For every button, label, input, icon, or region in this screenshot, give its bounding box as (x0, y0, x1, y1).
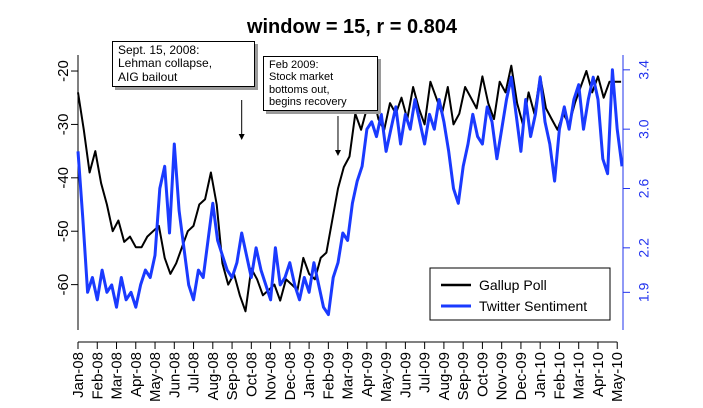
x-tick-label-15: Apr-09 (359, 352, 376, 397)
x-tick-label-0: Jan-08 (70, 352, 87, 398)
x-tick-label-8: Sep-08 (224, 352, 241, 400)
x-tick-label-9: Oct-08 (243, 352, 260, 397)
x-tick-label-21: Oct-09 (474, 352, 491, 397)
legend-label-gallup: Gallup Poll (479, 277, 547, 293)
annotation-arrows (238, 100, 341, 156)
x-tick-label-7: Aug-08 (205, 352, 222, 400)
right-tick-label-4: 3.4 (636, 60, 652, 80)
x-tick-label-10: Nov-08 (263, 352, 280, 400)
x-tick-label-13: Feb-09 (320, 352, 337, 400)
x-tick-label-3: Apr-08 (128, 352, 145, 397)
annotation-lehman: Sept. 15, 2008: Lehman collapse, AIG bai… (112, 41, 255, 88)
right-tick-label-2: 2.6 (636, 179, 652, 199)
x-tick-label-11: Dec-08 (282, 352, 299, 400)
x-tick-label-6: Jul-08 (186, 352, 203, 393)
x-tick-label-17: Jun-09 (397, 352, 414, 398)
right-axis: 1.9 2.2 2.6 3.0 3.4 (623, 60, 652, 302)
legend-label-twitter: Twitter Sentiment (479, 298, 587, 314)
x-tick-label-20: Sep-09 (455, 352, 472, 400)
x-tick-label-14: Mar-09 (340, 352, 357, 400)
left-tick-label-4: -20 (55, 60, 72, 82)
right-tick-label-3: 3.0 (636, 119, 652, 139)
series-line-twitter (76, 68, 624, 317)
arrow-head-1 (334, 150, 341, 156)
x-tick-label-19: Aug-09 (436, 352, 453, 400)
annotation-feb-2009: Feb 2009: Stock market bottoms out, begi… (263, 56, 378, 112)
x-tick-label-1: Feb-08 (89, 352, 106, 400)
x-tick-label-28: May-10 (609, 352, 626, 402)
right-tick-label-0: 1.9 (636, 282, 652, 302)
x-tick-label-23: Dec-09 (513, 352, 530, 400)
left-tick-label-1: -50 (55, 220, 72, 242)
x-tick-label-26: Mar-10 (571, 352, 588, 400)
left-axis: -60 -50 -40 -30 -20 (55, 60, 78, 295)
x-tick-label-2: Mar-08 (109, 352, 126, 400)
x-tick-label-27: Apr-10 (590, 352, 607, 397)
series-layer (76, 64, 624, 317)
left-tick-label-3: -30 (55, 114, 72, 136)
x-tick-label-25: Feb-10 (551, 352, 568, 400)
x-tick-label-4: May-08 (147, 352, 164, 402)
series-line-gallup (77, 64, 622, 313)
chart-title: window = 15, r = 0.804 (246, 16, 458, 38)
x-tick-label-24: Jan-10 (532, 352, 549, 398)
arrow-head-0 (238, 134, 245, 140)
left-tick-label-0: -60 (55, 274, 72, 296)
legend-box (429, 267, 611, 321)
x-tick-label-22: Nov-09 (494, 352, 511, 400)
left-tick-label-2: -40 (55, 167, 72, 189)
x-axis: Jan-08 Feb-08 Mar-08 Apr-08 May-08 Jun-08 Jul-… (70, 341, 626, 402)
x-tick-label-5: Jun-08 (166, 352, 183, 398)
x-tick-label-12: Jan-09 (301, 352, 318, 398)
x-tick-label-18: Jul-09 (417, 352, 434, 393)
x-tick-label-16: May-09 (378, 352, 395, 402)
right-tick-label-1: 2.2 (636, 238, 652, 258)
legend: Gallup Poll Twitter Sentiment (429, 267, 611, 321)
